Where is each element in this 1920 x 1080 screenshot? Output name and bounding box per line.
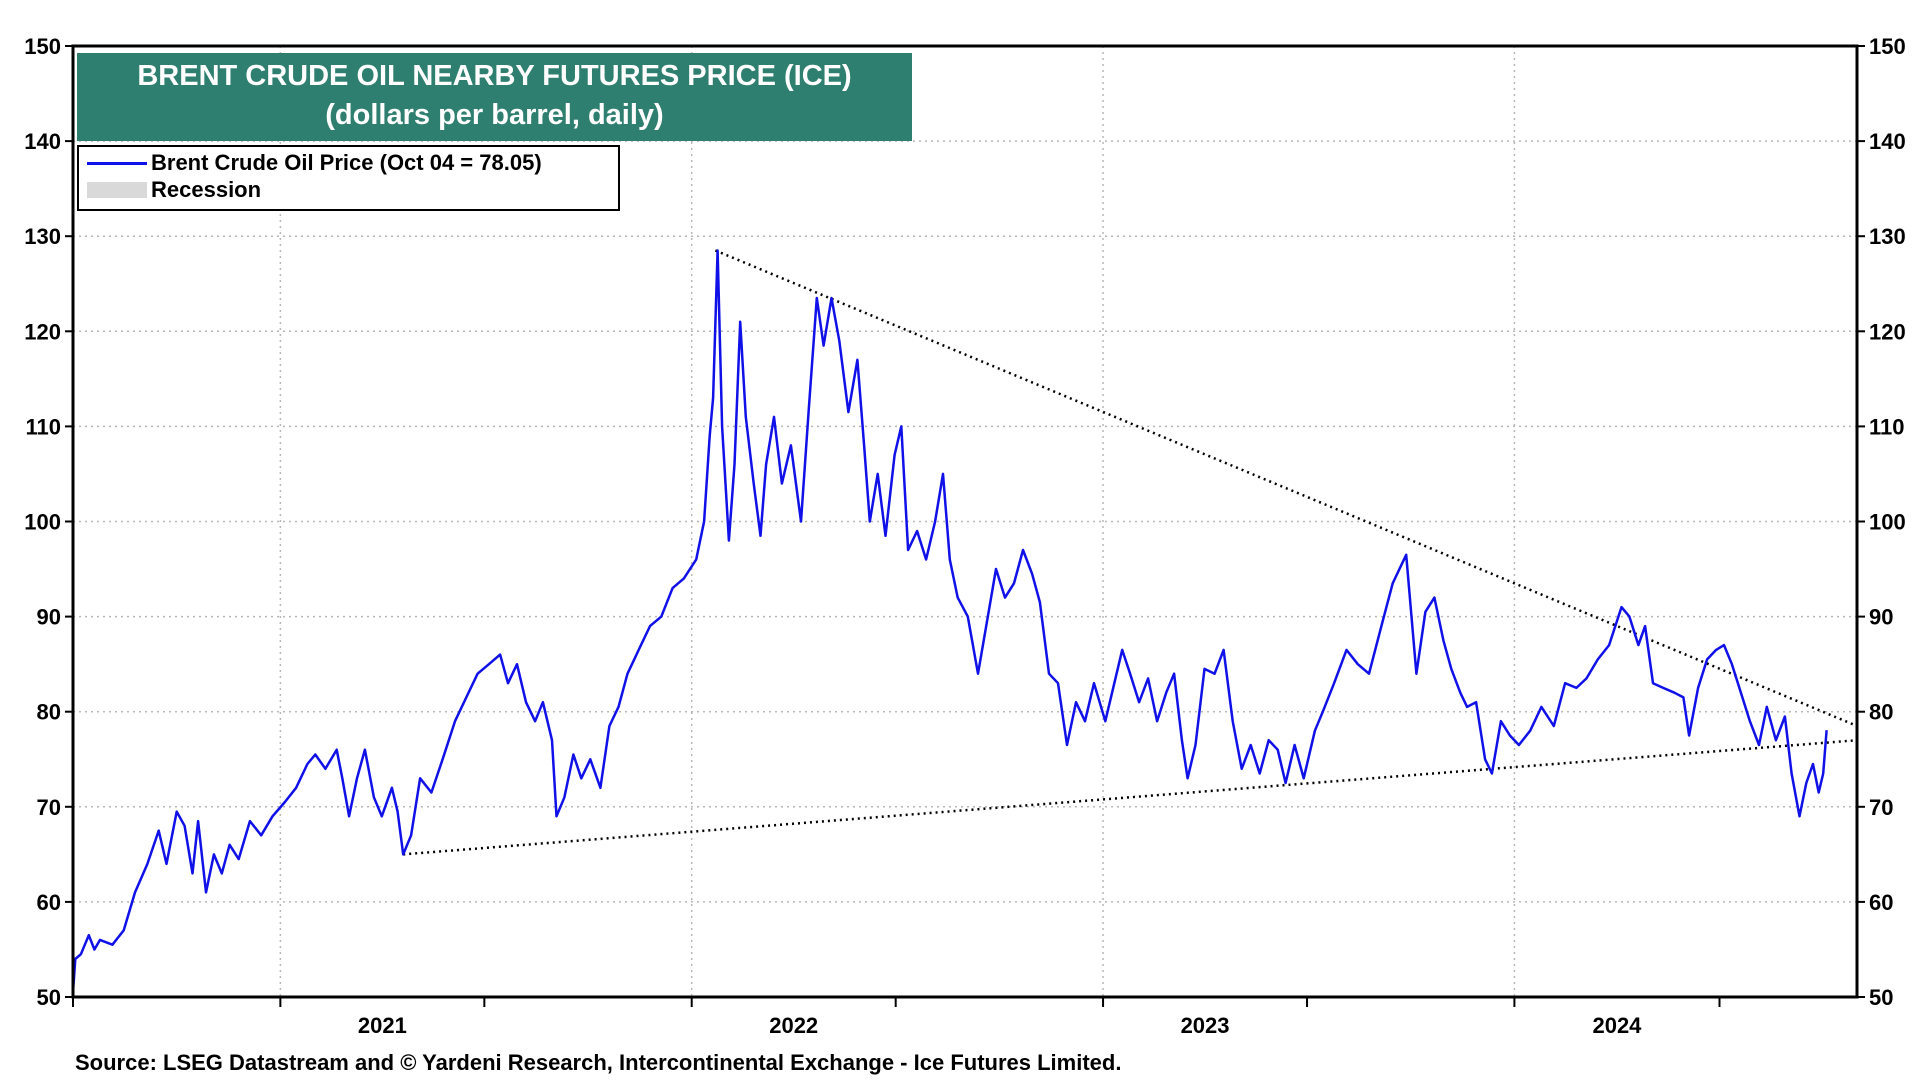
x-tick-label: 2022	[769, 1013, 818, 1038]
source-note: Source: LSEG Datastream and © Yardeni Re…	[75, 1050, 1122, 1075]
y-tick-label-left: 130	[24, 224, 61, 249]
legend-label-price: Brent Crude Oil Price (Oct 04 = 78.05)	[151, 150, 542, 175]
series-layer	[71, 249, 1828, 993]
y-tick-label-right: 100	[1869, 510, 1906, 535]
y-tick-label-right: 90	[1869, 605, 1893, 630]
y-tick-label-left: 120	[24, 319, 61, 344]
y-tick-label-right: 80	[1869, 700, 1893, 725]
y-tick-label-right: 70	[1869, 795, 1893, 820]
y-tick-label-left: 70	[37, 795, 61, 820]
legend-swatch-price	[87, 162, 147, 165]
y-tick-label-right: 130	[1869, 224, 1906, 249]
trendline	[403, 738, 1858, 856]
y-tick-label-left: 80	[37, 700, 61, 725]
y-tick-label-right: 60	[1869, 890, 1893, 915]
legend: Brent Crude Oil Price (Oct 04 = 78.05) R…	[77, 145, 620, 211]
y-tick-label-right: 50	[1869, 985, 1893, 1010]
grid	[73, 46, 1857, 997]
y-tick-label-left: 100	[24, 510, 61, 535]
axes: 50 50 60 60 70 70 80 80 90 90 100 100 110 110 120 120 13…	[24, 34, 1905, 1038]
chart-title: BRENT CRUDE OIL NEARBY FUTURES PRICE (IC…	[137, 60, 852, 92]
trendlines	[403, 249, 1858, 856]
y-tick-label-left: 60	[37, 890, 61, 915]
chart-title-box: BRENT CRUDE OIL NEARBY FUTURES PRICE (IC…	[77, 53, 912, 141]
y-tick-label-left: 90	[37, 605, 61, 630]
y-tick-label-right: 140	[1869, 129, 1906, 154]
y-tick-label-left: 110	[26, 414, 62, 439]
x-tick-label: 2023	[1181, 1013, 1230, 1038]
y-tick-label-left: 140	[24, 129, 61, 154]
y-tick-label-left: 150	[24, 34, 61, 59]
plot-frame	[71, 44, 1859, 999]
legend-swatch-recession	[87, 182, 147, 198]
x-tick-label: 2021	[358, 1013, 407, 1038]
y-tick-label-right: 110	[1869, 414, 1905, 439]
legend-label-recession: Recession	[151, 177, 262, 202]
y-tick-label-right: 120	[1869, 319, 1906, 344]
y-tick-label-right: 150	[1869, 34, 1906, 59]
chart-subtitle: (dollars per barrel, daily)	[325, 99, 664, 131]
x-tick-label: 2024	[1592, 1013, 1642, 1038]
trendline	[714, 249, 1858, 728]
y-tick-label-left: 50	[37, 985, 61, 1010]
series-line-brent	[71, 249, 1828, 993]
